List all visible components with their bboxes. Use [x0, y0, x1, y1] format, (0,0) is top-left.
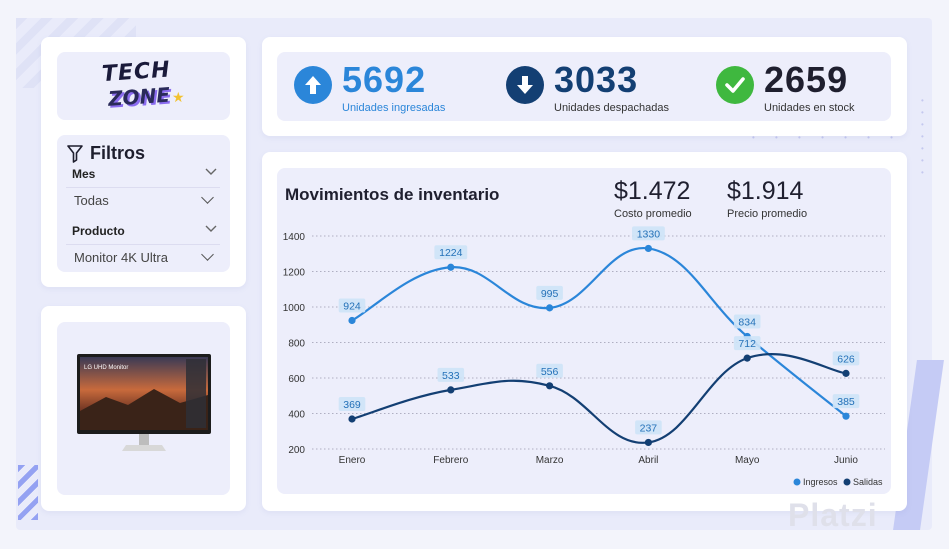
data-label-box [338, 397, 366, 412]
chart-title: Movimientos de inventario [285, 185, 500, 204]
data-point [447, 386, 455, 394]
kpi-units-in: 5692 Unidades ingresadas [294, 62, 445, 114]
cost-stat: $1.472 Costo promedio [614, 177, 692, 220]
x-tick-label: Marzo [536, 455, 564, 466]
data-label-box [832, 351, 860, 366]
legend-label: Ingresos [803, 477, 838, 487]
data-point [644, 438, 652, 447]
watermark: Platzi [788, 497, 878, 533]
data-point [842, 369, 850, 377]
data-point [644, 244, 652, 253]
kpi-label: Unidades ingresadas [342, 102, 446, 114]
data-label-box [434, 245, 468, 260]
kpi-value: 3033 [554, 59, 639, 100]
chevron-down-icon [201, 248, 214, 261]
y-tick-label: 600 [288, 374, 305, 385]
kpi-value: 5692 [342, 59, 427, 100]
data-label: 533 [442, 370, 460, 382]
data-label: 626 [837, 353, 855, 365]
x-tick-label: Enero [339, 455, 366, 466]
product-filter-label: Producto [72, 224, 125, 238]
data-label-box [733, 314, 761, 329]
data-point [743, 354, 751, 362]
chevron-down-icon[interactable] [205, 168, 217, 176]
funnel-icon [67, 144, 83, 163]
y-tick-label: 200 [288, 445, 305, 456]
arrow-down-icon [506, 66, 544, 104]
data-label-box [635, 420, 662, 435]
data-label: 1224 [439, 247, 463, 259]
price-value: $1.914 [727, 177, 804, 205]
arrow-up-icon [294, 66, 332, 104]
x-tick-label: Junio [834, 455, 858, 466]
data-point [546, 382, 554, 390]
y-tick-label: 400 [288, 410, 305, 421]
y-tick-label: 800 [288, 339, 305, 350]
legend-label: Salidas [853, 477, 883, 487]
kpi-panel [277, 52, 891, 121]
kpi-label: Unidades en stock [764, 102, 855, 114]
series-line-ingresos [351, 247, 847, 418]
decorative-dots: • • • • • • • [752, 133, 902, 142]
filters-panel [57, 135, 230, 272]
data-label-box [536, 363, 563, 378]
data-label-box [632, 226, 665, 241]
x-tick-label: Mayo [735, 455, 760, 466]
data-label: 237 [640, 422, 658, 434]
data-label: 369 [343, 399, 361, 411]
price-label: Precio promedio [727, 208, 808, 220]
inventory-line-chart: 200 400 600 800 1000 1200 1400 Enero Febrero Marz… [283, 226, 885, 487]
monitor-image: LG UHD Monitor [77, 354, 211, 451]
x-tick-label: Febrero [433, 455, 468, 466]
data-label-box [536, 285, 563, 300]
series-line-salidas [351, 353, 847, 444]
chevron-down-icon [201, 191, 214, 204]
kpi-units-stock: 2659 Unidades en stock [716, 62, 855, 114]
product-select[interactable]: Monitor 4K Ultra [66, 244, 220, 270]
data-label-box [733, 336, 761, 351]
data-label-box [338, 298, 366, 313]
data-point [546, 304, 554, 312]
chart-panel [277, 168, 891, 494]
data-label: 924 [343, 300, 361, 312]
logo-panel [57, 52, 230, 120]
data-label: 556 [541, 366, 559, 378]
filters-header: Filtros [67, 143, 145, 164]
kpi-units-out: 3033 Unidades despachadas [506, 62, 669, 114]
month-select[interactable]: Todas [66, 187, 220, 213]
data-point [447, 263, 455, 271]
kpi-value: 2659 [764, 59, 849, 100]
decorative-dots: • • • • • • • [921, 96, 933, 177]
month-select-value: Todas [74, 193, 109, 208]
star-icon: ★ [172, 90, 185, 106]
legend-marker [793, 478, 801, 486]
legend-marker [843, 478, 851, 486]
data-label: 385 [837, 396, 855, 408]
month-filter-label: Mes [72, 167, 96, 181]
techzone-logo: TECH ZONE ★ [101, 57, 192, 112]
chevron-down-icon[interactable] [205, 225, 217, 233]
y-tick-label: 1400 [283, 232, 306, 243]
data-label: 1330 [637, 228, 661, 240]
filters-title: Filtros [90, 143, 146, 163]
data-label: 712 [738, 338, 756, 350]
price-stat: $1.914 Precio promedio [727, 177, 807, 220]
product-select-value: Monitor 4K Ultra [74, 250, 168, 265]
cost-label: Costo promedio [614, 208, 692, 220]
y-tick-label: 1200 [283, 268, 306, 279]
check-icon [716, 66, 754, 104]
x-tick-label: Abril [638, 455, 658, 466]
data-point [348, 415, 356, 423]
data-point [348, 316, 356, 325]
data-label-box [832, 394, 860, 409]
y-tick-label: 1000 [283, 303, 306, 314]
data-point [842, 412, 850, 420]
decorative-stripes [18, 465, 38, 520]
data-label-box [437, 367, 465, 382]
kpi-label: Unidades despachadas [554, 102, 669, 114]
data-label: 995 [541, 288, 559, 300]
monitor-screen-text: LG UHD Monitor [84, 365, 128, 371]
data-label: 834 [738, 316, 756, 328]
cost-value: $1.472 [614, 177, 691, 205]
